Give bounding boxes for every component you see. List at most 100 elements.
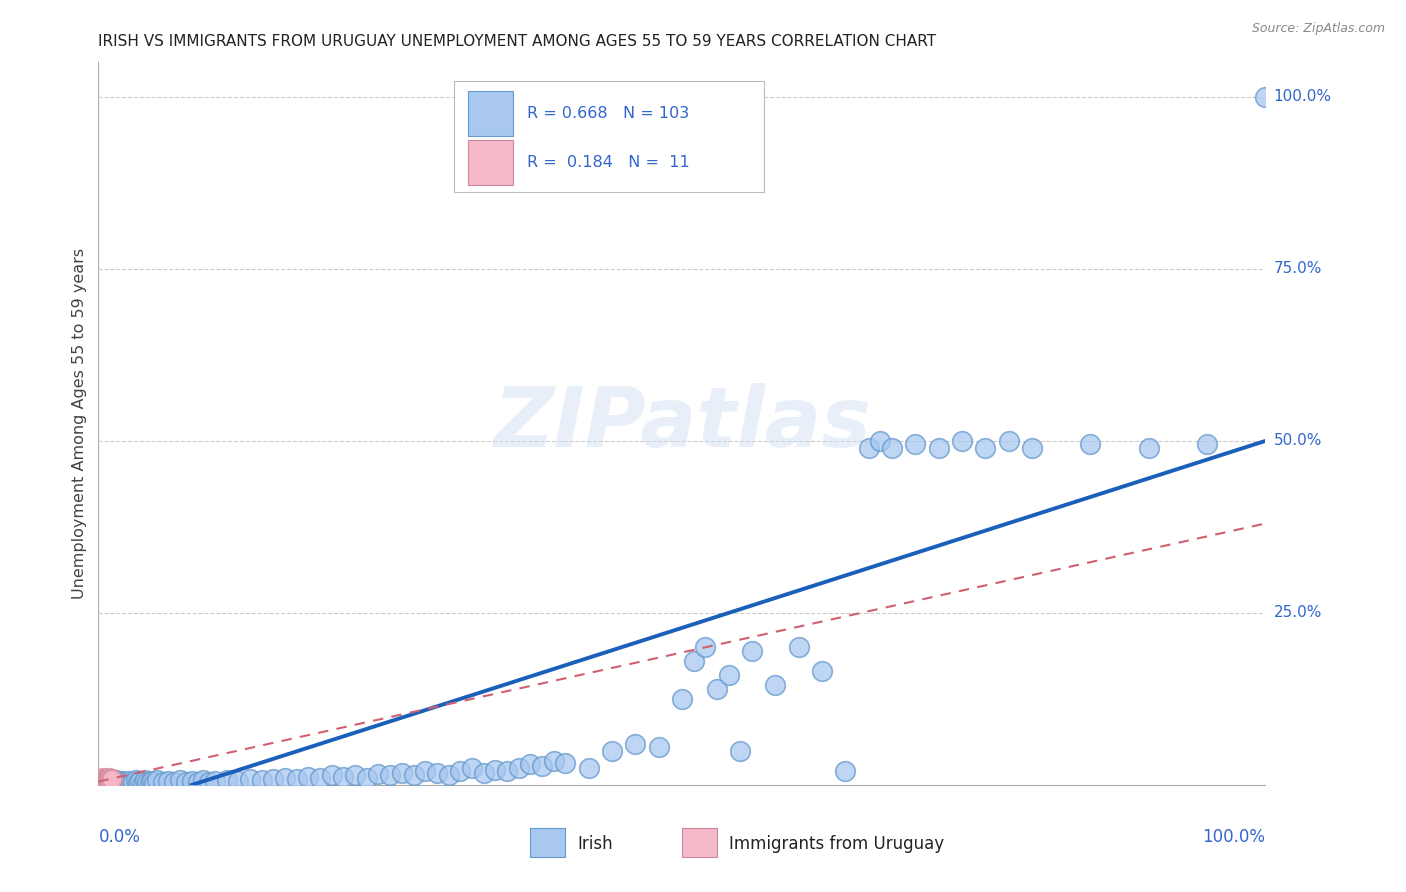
Point xyxy=(98,775,121,789)
Point xyxy=(112,774,135,789)
Text: ZIPatlas: ZIPatlas xyxy=(494,384,870,464)
Point xyxy=(309,771,332,785)
Point xyxy=(449,764,471,779)
Point xyxy=(228,773,250,788)
Point xyxy=(97,776,120,790)
Point xyxy=(624,737,647,751)
Point xyxy=(950,434,973,448)
Text: R = 0.668   N = 103: R = 0.668 N = 103 xyxy=(527,106,689,121)
Point xyxy=(717,668,740,682)
Point xyxy=(104,776,127,790)
Point xyxy=(402,767,425,781)
FancyBboxPatch shape xyxy=(468,140,513,186)
Point xyxy=(997,434,1019,448)
Point xyxy=(928,441,950,455)
Text: R =  0.184   N =  11: R = 0.184 N = 11 xyxy=(527,155,689,170)
Point xyxy=(187,775,209,789)
Point xyxy=(129,773,152,788)
Point xyxy=(763,678,786,692)
Point xyxy=(90,776,112,790)
Y-axis label: Unemployment Among Ages 55 to 59 years: Unemployment Among Ages 55 to 59 years xyxy=(72,248,87,599)
Point xyxy=(198,774,221,789)
Point xyxy=(96,772,118,787)
Point xyxy=(484,763,506,777)
Point xyxy=(508,761,530,775)
Point xyxy=(285,772,308,787)
Point xyxy=(332,770,354,784)
Point xyxy=(730,743,752,757)
Point xyxy=(94,775,117,789)
Point xyxy=(600,743,623,757)
Point xyxy=(880,441,903,455)
Text: 25.0%: 25.0% xyxy=(1274,606,1322,621)
Point xyxy=(1254,90,1277,104)
Point xyxy=(180,773,202,788)
Point xyxy=(741,644,763,658)
Point xyxy=(101,772,124,786)
Point xyxy=(134,773,156,788)
Text: 50.0%: 50.0% xyxy=(1274,434,1322,449)
Point xyxy=(93,773,115,788)
Point xyxy=(274,771,297,785)
Point xyxy=(858,441,880,455)
Point xyxy=(96,773,118,788)
FancyBboxPatch shape xyxy=(682,829,717,857)
Text: 75.0%: 75.0% xyxy=(1274,261,1322,277)
Point xyxy=(139,775,162,789)
Point xyxy=(90,773,112,788)
Point xyxy=(834,764,856,779)
Point xyxy=(321,768,343,782)
Point xyxy=(472,765,495,780)
Text: 100.0%: 100.0% xyxy=(1202,829,1265,847)
Point xyxy=(262,772,284,786)
Point xyxy=(157,773,180,788)
Point xyxy=(136,774,159,789)
Text: 100.0%: 100.0% xyxy=(1274,89,1331,104)
Point xyxy=(204,773,226,788)
Point xyxy=(107,773,129,788)
Point xyxy=(89,775,111,789)
Point xyxy=(91,774,114,789)
Point xyxy=(647,740,669,755)
Point xyxy=(671,692,693,706)
Point xyxy=(97,774,120,789)
Text: IRISH VS IMMIGRANTS FROM URUGUAY UNEMPLOYMENT AMONG AGES 55 TO 59 YEARS CORRELAT: IRISH VS IMMIGRANTS FROM URUGUAY UNEMPLO… xyxy=(98,34,936,49)
Point xyxy=(110,776,132,790)
Point xyxy=(163,775,186,789)
Point xyxy=(132,776,155,790)
Point xyxy=(111,773,134,788)
Point xyxy=(118,773,141,788)
Point xyxy=(215,773,238,788)
Point xyxy=(108,774,131,789)
Point xyxy=(93,773,115,788)
Point xyxy=(787,640,810,655)
Point xyxy=(706,681,728,696)
Point xyxy=(344,767,367,781)
Point xyxy=(115,775,138,789)
FancyBboxPatch shape xyxy=(468,91,513,136)
Point xyxy=(426,765,449,780)
Point xyxy=(391,765,413,780)
Text: 0.0%: 0.0% xyxy=(98,829,141,847)
Point xyxy=(98,773,121,788)
Point xyxy=(413,764,436,779)
Point xyxy=(554,756,576,770)
Text: Source: ZipAtlas.com: Source: ZipAtlas.com xyxy=(1251,22,1385,36)
Point xyxy=(1195,437,1218,451)
Point xyxy=(120,776,142,790)
Point xyxy=(1080,437,1102,451)
Point xyxy=(250,773,273,788)
Point xyxy=(356,771,378,785)
Point xyxy=(97,771,120,785)
Point xyxy=(193,773,215,788)
Point xyxy=(543,754,565,768)
Point xyxy=(103,774,125,789)
Point xyxy=(97,773,120,788)
Point xyxy=(1137,441,1160,455)
Point xyxy=(89,774,111,789)
Point xyxy=(174,774,197,789)
FancyBboxPatch shape xyxy=(530,829,565,857)
Point xyxy=(682,654,704,668)
Point xyxy=(90,772,112,787)
Point xyxy=(869,434,891,448)
